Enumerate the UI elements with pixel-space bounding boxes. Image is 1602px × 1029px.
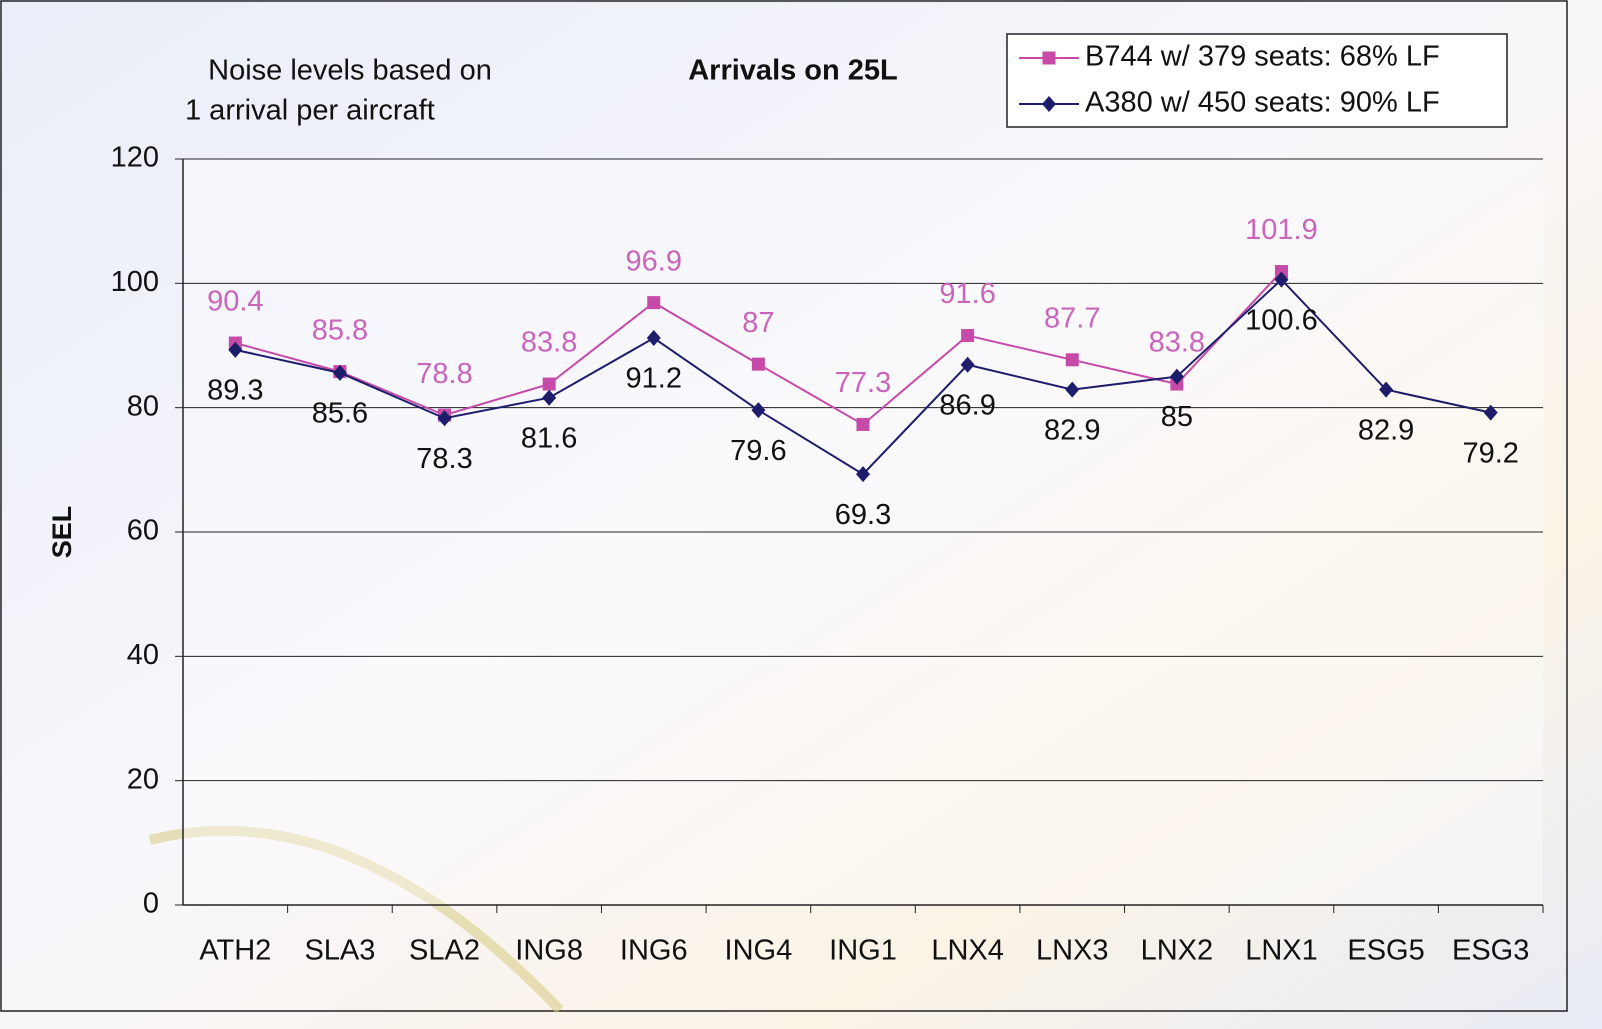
data-point [1169,368,1184,385]
data-label: 87.7 [1044,302,1100,334]
data-point [1274,271,1289,288]
data-label: 79.2 [1462,437,1518,469]
y-tick-label: 100 [111,266,159,298]
data-point [228,341,243,358]
data-point [1274,265,1288,279]
x-tick-label: LNX2 [1141,935,1214,967]
data-label: 91.6 [939,278,995,310]
data-point [960,356,975,373]
data-point [542,377,556,391]
data-label: 96.9 [626,245,682,277]
y-tick-label: 120 [111,142,159,174]
data-point [751,402,766,419]
chart-title: Arrivals on 25L [688,55,898,87]
data-label: 81.6 [521,422,577,454]
data-point [1065,353,1079,367]
y-tick-label: 80 [127,390,159,422]
data-point [542,389,557,406]
data-label: 82.9 [1358,414,1414,446]
data-label: 86.9 [939,389,995,421]
annotation: Noise levels based on [208,55,492,87]
legend-marker [1042,96,1056,112]
decoration [148,825,564,1014]
data-point [647,296,661,310]
data-label: 90.4 [207,286,263,318]
data-label: 101.9 [1245,214,1318,246]
data-point [961,329,975,343]
data-label: 77.3 [835,367,891,399]
data-point [332,364,347,381]
frame [0,0,1568,1012]
data-label: 87 [742,307,774,339]
x-tick-label: ESG3 [1452,935,1529,967]
data-point [646,330,661,347]
data-label: 83.8 [1149,327,1205,359]
data-label: 85.8 [312,314,368,346]
data-point [1065,381,1080,398]
data-point [1379,381,1394,398]
y-axis-label: SEL [47,506,77,559]
data-label: 78.3 [416,443,472,475]
y-tick-label: 20 [127,763,159,795]
x-tick-label: ING4 [725,935,793,967]
data-point [751,357,765,371]
data-label: 82.9 [1044,414,1100,446]
data-label: 83.8 [521,327,577,359]
x-tick-label: ING1 [829,935,897,967]
data-label: 100.6 [1245,304,1318,336]
data-point [856,466,870,483]
data-label: 78.8 [416,358,472,390]
legend-marker [1042,51,1056,65]
data-point [856,417,870,431]
legend-label: B744 w/ 379 seats: 68% LF [1085,41,1440,73]
y-tick-label: 0 [143,888,159,920]
y-tick-label: 60 [127,515,159,547]
x-tick-label: SLA2 [409,935,480,967]
legend-box [1006,33,1508,128]
x-tick-label: LNX3 [1036,935,1109,967]
legend-label: A380 w/ 450 seats: 90% LF [1085,87,1440,119]
x-tick-label: SLA3 [304,935,375,967]
x-tick-label: ING8 [515,935,583,967]
data-label: 89.3 [207,375,263,407]
data-label: 69.3 [835,499,891,531]
data-label: 91.2 [626,363,682,395]
y-tick-label: 40 [127,639,159,671]
x-tick-label: ESG5 [1347,935,1424,967]
data-point [1483,404,1498,421]
annotation: 1 arrival per aircraft [185,95,435,127]
x-tick-label: LNX1 [1245,935,1318,967]
x-tick-label: LNX4 [931,935,1004,967]
x-tick-label: ING6 [620,935,688,967]
data-label: 85 [1161,401,1193,433]
data-label: 85.6 [312,398,368,430]
data-label: 79.6 [730,435,786,467]
x-tick-label: ATH2 [199,935,271,967]
data-point [437,410,452,427]
